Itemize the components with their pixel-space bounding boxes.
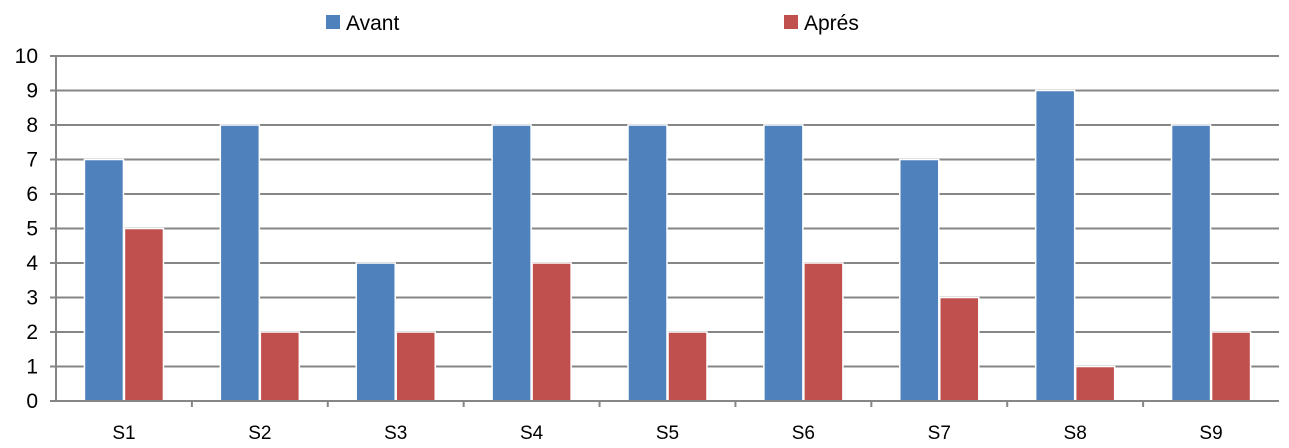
- legend-swatch: [784, 15, 798, 29]
- bar-avant-s8: [1034, 89, 1076, 402]
- x-axis: [55, 56, 1279, 407]
- legend-swatch: [326, 15, 340, 29]
- bar-avant-s2: [219, 124, 261, 402]
- y-tick-label: 9: [26, 80, 38, 103]
- bar-avant-s7: [899, 158, 940, 402]
- bar-avant-s4: [491, 124, 532, 402]
- bar-avant-s9: [1170, 124, 1212, 402]
- bar-apres-s5: [667, 331, 708, 402]
- y-tick-label: 10: [15, 45, 38, 68]
- bar-apres-s8: [1074, 365, 1116, 402]
- y-tick-label: 0: [26, 390, 38, 413]
- y-tick-label: 1: [26, 356, 38, 379]
- bar-avant-s6: [763, 124, 804, 402]
- x-category-label: S7: [928, 423, 951, 444]
- bar-apres-s7: [939, 296, 980, 402]
- x-category-label: S8: [1064, 423, 1087, 444]
- x-category-label: S6: [792, 423, 815, 444]
- y-axis-tick-labels: 0 1 2 3 4 5 6 7 8 9 10: [15, 45, 39, 413]
- x-category-label: S5: [656, 423, 679, 444]
- y-tick-label: 7: [26, 149, 38, 172]
- x-axis-category-labels: S1 S2 S3 S4 S5 S6 S7 S8 S9: [112, 423, 1222, 444]
- x-category-label: S9: [1199, 423, 1222, 444]
- x-category-label: S1: [112, 423, 135, 444]
- legend-label: Aprés: [804, 12, 859, 35]
- y-tick-label: 5: [26, 218, 38, 241]
- bar-apres-s9: [1210, 331, 1252, 402]
- bar-apres-s4: [531, 262, 572, 402]
- bar-apres-s6: [803, 262, 844, 402]
- x-category-label: S3: [384, 423, 407, 444]
- y-tick-label: 6: [26, 183, 38, 206]
- bar-apres-s2: [259, 331, 301, 402]
- bars: [83, 89, 1252, 402]
- bar-apres-s1: [123, 227, 165, 402]
- legend-label: Avant: [346, 12, 399, 35]
- x-category-label: S4: [520, 423, 544, 444]
- bar-avant-s3: [355, 262, 396, 402]
- y-tick-label: 2: [26, 321, 38, 344]
- x-category-label: S2: [248, 423, 271, 444]
- legend: Avant Aprés: [326, 12, 859, 35]
- bar-avant-s1: [83, 158, 125, 402]
- bar-apres-s3: [395, 331, 436, 402]
- y-tick-label: 4: [26, 252, 38, 275]
- y-tick-label: 8: [26, 114, 38, 137]
- y-tick-label: 3: [26, 287, 38, 310]
- bar-avant-s5: [627, 124, 668, 402]
